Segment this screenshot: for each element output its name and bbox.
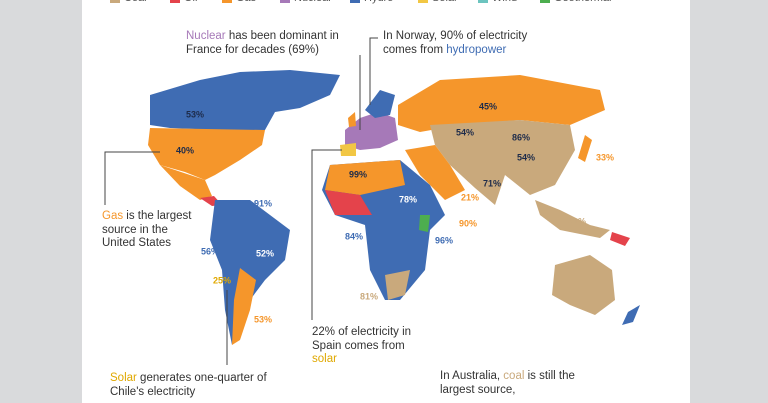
map-label: 90% [459, 218, 477, 228]
map-label: 71% [483, 178, 501, 188]
map-label: 54% [456, 127, 474, 137]
map-label: 61% [568, 216, 586, 226]
australia [552, 255, 615, 315]
annotation-text: solar [312, 353, 337, 365]
legend-label: Coal [124, 0, 147, 4]
map-label: 84% [345, 231, 363, 241]
map-label: 53% [254, 314, 272, 324]
annotation-text: has been dominant in France for decades … [186, 30, 339, 56]
usa [148, 128, 265, 180]
legend-label: Solar [432, 0, 458, 4]
west-africa [325, 190, 372, 215]
annotation-chile: Solar generates one-quarter of Chile's e… [110, 372, 300, 399]
annotation-text: is still the largest source, [440, 370, 575, 396]
map-label: 56% [201, 246, 219, 256]
annotation-text: coal [503, 370, 525, 382]
map-label: 91% [254, 198, 272, 208]
annotation-text: Solar [110, 372, 137, 384]
legend-swatch [280, 0, 290, 3]
annotation-text: is the largest source in the United Stat… [102, 210, 192, 249]
south-africa [385, 270, 410, 300]
leader-line [311, 149, 342, 320]
legend-swatch [222, 0, 232, 3]
map-label: 33% [596, 152, 614, 162]
annotation-text: In Norway, 90% of electricity comes from [383, 30, 528, 56]
map-label: 96% [435, 235, 453, 245]
map-label: 78% [399, 194, 417, 204]
leader-line [369, 37, 378, 105]
map-label: 52% [256, 248, 274, 258]
annotation-text: generates one-quarter of Chile's electri… [110, 372, 267, 398]
uk [348, 112, 356, 127]
middle-east [405, 145, 465, 200]
legend-swatch [540, 0, 550, 3]
annotation-norway: In Norway, 90% of electricity comes from… [383, 30, 553, 57]
map-label: 21% [461, 192, 479, 202]
annotation-france: Nuclear has been dominant in France for … [186, 30, 366, 57]
legend-label: Nuclear [294, 0, 332, 4]
annotation-text: In Australia, [440, 370, 504, 382]
map-label: 54% [517, 152, 535, 162]
legend-label: Hydro [364, 0, 393, 4]
annotation-australia: In Australia, coal is still the largest … [440, 370, 580, 397]
png [610, 232, 630, 246]
kenya [419, 215, 430, 232]
map-label: 25% [213, 275, 231, 285]
leader-lines [104, 37, 378, 365]
map-label: 40% [176, 145, 194, 155]
annotation-text: hydropower [446, 43, 507, 56]
argentina [232, 268, 256, 345]
new-zealand [622, 305, 640, 325]
asia [430, 120, 575, 205]
mexico [160, 165, 212, 200]
map-label: 86% [512, 132, 530, 142]
legend-swatch [110, 0, 120, 3]
legend-label: Geothermal [554, 0, 611, 4]
southeast-asia [535, 200, 610, 238]
legend-swatch [170, 0, 180, 3]
landmass [148, 70, 640, 345]
annotation-text: Gas [102, 210, 124, 222]
map-label: 99% [349, 169, 367, 179]
europe [345, 112, 398, 150]
canada [150, 70, 340, 132]
legend-label: Gas [236, 0, 257, 4]
legend-swatch [418, 0, 428, 3]
annotation-usa: Gas is the largest source in the United … [102, 210, 192, 251]
legend-label: Wind [492, 0, 517, 4]
south-america [210, 200, 290, 345]
annotation-spain: 22% of electricity in Spain comes from s… [312, 326, 412, 367]
legend-swatch [478, 0, 488, 3]
annotation-text: 22% of electricity in Spain comes from [312, 326, 412, 352]
japan [578, 135, 592, 162]
leader-line [104, 151, 160, 205]
spain [340, 143, 356, 156]
map-label: 53% [186, 109, 204, 119]
map-label: 81% [360, 291, 378, 301]
legend-label: Oil [184, 0, 197, 4]
legend-swatch [350, 0, 360, 3]
map-label: 45% [479, 101, 497, 111]
russia [398, 75, 605, 132]
north-africa [325, 160, 405, 195]
scandinavia [365, 90, 395, 118]
annotation-text: Nuclear [186, 30, 226, 42]
